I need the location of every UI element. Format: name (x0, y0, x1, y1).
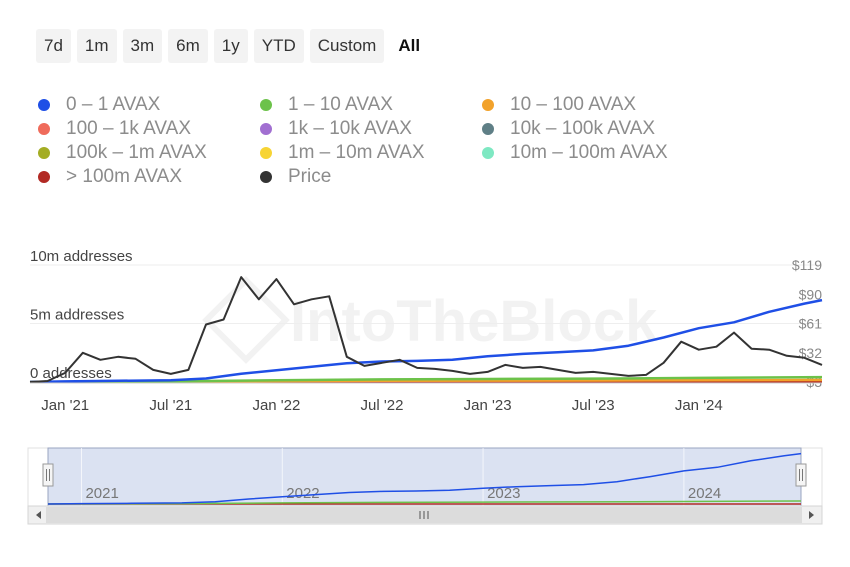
legend-label: 10k – 100k AVAX (510, 118, 656, 139)
navigator-year-label: 2021 (85, 485, 118, 502)
legend-item-over-100m[interactable]: > 100m AVAX (38, 166, 182, 188)
legend-item-price[interactable]: Price (260, 166, 331, 188)
legend-label: 10m – 100m AVAX (510, 142, 668, 163)
range-ytd-button[interactable]: YTD (253, 29, 304, 63)
legend-item-10k-100k[interactable]: 10k – 100k AVAX (482, 118, 655, 140)
x-tick-label: Jul '23 (572, 397, 615, 414)
range-1m-button[interactable]: 1m (76, 29, 117, 63)
legend-label: > 100m AVAX (66, 166, 183, 187)
legend-dot (482, 123, 494, 135)
y-left-tick-label: 10m addresses (30, 248, 133, 265)
series-line-4 (29, 276, 823, 383)
y-left-axis: 0 addresses 5m addresses 10m addresses (30, 248, 133, 382)
y-right-tick-label: $90 (799, 286, 823, 302)
range-navigator[interactable]: 2021 2022 2023 2024 (0, 440, 850, 530)
legend-dot (482, 147, 494, 159)
x-tick-label: Jul '22 (361, 397, 404, 414)
y-left-tick-label: 0 addresses (30, 365, 112, 382)
range-custom-button[interactable]: Custom (309, 29, 385, 63)
legend-dot (260, 147, 272, 159)
x-tick-label: Jul '21 (149, 397, 192, 414)
navigator-right-handle[interactable] (795, 463, 807, 487)
navigator-selection[interactable] (47, 447, 802, 507)
series-line-1 (29, 375, 823, 384)
legend-label: Price (288, 166, 332, 187)
handle-left[interactable] (42, 463, 54, 487)
legend-item-10-100[interactable]: 10 – 100 AVAX (482, 94, 636, 116)
navigator-series (47, 452, 802, 505)
legend-item-10m-100m[interactable]: 10m – 100m AVAX (482, 142, 668, 164)
legend-label: 0 – 1 AVAX (66, 94, 161, 115)
legend-item-0-1[interactable]: 0 – 1 AVAX (38, 94, 160, 116)
legend-dot (260, 99, 272, 111)
range-1y-button[interactable]: 1y (213, 29, 248, 63)
series-lines (29, 276, 823, 384)
legend-dot (38, 147, 50, 159)
grid-lines (30, 264, 822, 383)
x-tick-label: Jan '23 (464, 397, 512, 414)
legend-dot (38, 123, 50, 135)
legend-dot (38, 99, 50, 111)
x-tick-label: Jan '24 (675, 397, 723, 414)
legend-dot (260, 171, 272, 183)
y-right-axis: $3$32$61$90$119 (792, 257, 822, 390)
watermark: IntoTheBlock (202, 276, 658, 364)
y-right-tick-label: $119 (792, 257, 822, 273)
navigator-grid (80, 448, 685, 506)
main-chart: IntoTheBlock 0 addresses 5m addresses 10m … (29, 248, 823, 414)
range-6m-button[interactable]: 6m (168, 29, 208, 63)
y-right-tick-label: $32 (799, 345, 823, 361)
legend-item-1-10[interactable]: 1 – 10 AVAX (260, 94, 393, 116)
legend-label: 1k – 10k AVAX (288, 118, 412, 139)
legend-item-1k-10k[interactable]: 1k – 10k AVAX (260, 118, 412, 140)
legend-dot (260, 123, 272, 135)
navigator-series-line-1 (47, 500, 802, 505)
range-selector: 7d 1m 3m 6m 1y YTD Custom All (36, 29, 428, 63)
legend-dot (482, 99, 494, 111)
legend-dot (38, 171, 50, 183)
range-3m-button[interactable]: 3m (122, 29, 163, 63)
range-all-button[interactable]: All (398, 36, 421, 55)
range-7d-button[interactable]: 7d (36, 29, 71, 63)
x-tick-label: Jan '22 (252, 397, 300, 414)
y-left-tick-label: 5m addresses (30, 307, 124, 324)
x-axis: Jan '21 Jul '21 Jan '22 Jul '22 Jan '23 Jul '… (30, 382, 822, 414)
navigator-year-label: 2023 (487, 485, 520, 502)
navigator-left-handle[interactable] (42, 463, 54, 487)
handle-right[interactable] (795, 463, 807, 487)
x-tick-label: Jan '21 (41, 397, 89, 414)
series-line-0 (29, 298, 823, 384)
watermark-logo (202, 276, 290, 364)
legend-item-1m-10m[interactable]: 1m – 10m AVAX (260, 142, 425, 164)
navigator-series-line-0 (47, 452, 802, 505)
legend-label: 1m – 10m AVAX (288, 142, 425, 163)
navigator-year-label: 2022 (286, 485, 319, 502)
y-right-tick-label: $61 (799, 316, 823, 332)
legend-item-100k-1m[interactable]: 100k – 1m AVAX (38, 142, 207, 164)
scroll-right-arrow-icon[interactable] (809, 511, 814, 519)
watermark-text: IntoTheBlock (290, 289, 658, 354)
legend-item-100-1k[interactable]: 100 – 1k AVAX (38, 118, 191, 140)
navigator-labels: 2021 2022 2023 2024 (85, 485, 721, 502)
legend-label: 100 – 1k AVAX (66, 118, 191, 139)
legend-label: 10 – 100 AVAX (510, 94, 637, 115)
legend-label: 100k – 1m AVAX (66, 142, 207, 163)
scrollbar[interactable] (27, 505, 823, 525)
legend-label: 1 – 10 AVAX (288, 94, 393, 115)
navigator-year-label: 2024 (688, 485, 721, 502)
scroll-left-arrow-icon[interactable] (36, 511, 41, 519)
